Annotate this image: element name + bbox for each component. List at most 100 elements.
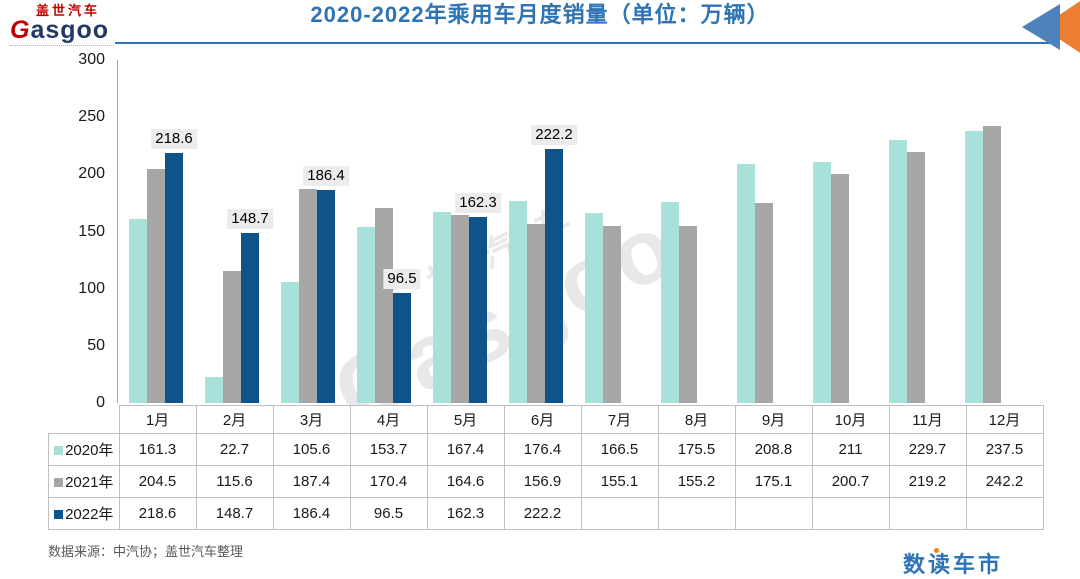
cell-2020年-7月: 166.5 [580, 433, 659, 466]
bar-2021年-8月 [679, 226, 697, 403]
month-header-2月: 2月 [195, 405, 274, 434]
bar-2021年-1月 [147, 169, 165, 403]
bar-chart-plot-area: 300 250 200 150 100 50 0 218.6 148.7 186.4 96.5 162… [78, 51, 1030, 411]
cell-2021年-4月: 170.4 [349, 465, 428, 498]
cell-2022年-9月 [734, 497, 813, 530]
table-row-2021年: 2021年 204.5 115.6 187.4 170.4 164.6 156.9 155.1… [48, 465, 1044, 498]
cell-2022年-10月 [811, 497, 890, 530]
cell-2020年-12月: 237.5 [965, 433, 1044, 466]
table-row-2020年: 2020年 161.3 22.7 105.6 153.7 167.4 176.4 166.5 1… [48, 433, 1044, 466]
y-axis-tick-label: 0 [96, 394, 105, 411]
bar-2020年-12月 [965, 131, 983, 403]
data-label-4月: 96.5 [383, 269, 421, 289]
bar-2021年-11月 [907, 152, 925, 403]
cell-2022年-7月 [580, 497, 659, 530]
cell-2022年-5月: 162.3 [426, 497, 505, 530]
bar-2022年-3月 [317, 190, 335, 403]
bar-2021年-7月 [603, 226, 621, 403]
cell-2020年-4月: 153.7 [349, 433, 428, 466]
month-header-11月: 11月 [888, 405, 967, 434]
cell-2022年-12月 [965, 497, 1044, 530]
cell-2021年-11月: 219.2 [888, 465, 967, 498]
bar-2021年-6月 [527, 224, 545, 403]
cell-2020年-1月: 161.3 [118, 433, 197, 466]
bar-2022年-4月 [393, 293, 411, 403]
month-header-3月: 3月 [272, 405, 351, 434]
bar-2020年-9月 [737, 164, 755, 403]
bar-2020年-11月 [889, 140, 907, 403]
bar-group-7月 [574, 60, 650, 403]
bar-2021年-5月 [451, 215, 469, 403]
bar-group-3月: 186.4 [270, 60, 349, 403]
month-header-4月: 4月 [349, 405, 428, 434]
legend-swatch-2020年 [54, 446, 64, 455]
chart-data-table: 1月 2月 3月 4月 5月 6月 7月 8月 9月 10月 11月 12月 2020年 161.3 22.… [48, 405, 1044, 530]
brand-logo-orange-dot [934, 548, 939, 553]
cell-2021年-10月: 200.7 [811, 465, 890, 498]
bar-group-10月 [802, 60, 878, 403]
cell-2021年-5月: 164.6 [426, 465, 505, 498]
month-header-7月: 7月 [580, 405, 659, 434]
legend-2020年: 2020年 [48, 433, 120, 466]
cell-2022年-2月: 148.7 [195, 497, 274, 530]
bar-2020年-10月 [813, 162, 831, 403]
gasgoo-logo: 盖世汽车 Gasgoo [10, 4, 130, 47]
corner-arrow-icon[interactable] [1022, 0, 1080, 54]
bar-group-5月: 162.3 [422, 60, 501, 403]
bar-group-12月 [954, 60, 1030, 403]
cell-2020年-5月: 167.4 [426, 433, 505, 466]
cell-2022年-11月 [888, 497, 967, 530]
bar-group-2月: 148.7 [194, 60, 273, 403]
cell-2021年-2月: 115.6 [195, 465, 274, 498]
cell-2021年-9月: 175.1 [734, 465, 813, 498]
bar-2020年-2月 [205, 377, 223, 403]
bar-group-4月: 96.5 [346, 60, 422, 403]
brand-logo-text: 数读车市 [903, 552, 1004, 577]
cell-2020年-8月: 175.5 [657, 433, 736, 466]
data-label-3月: 186.4 [303, 166, 349, 186]
gasgoo-logo-tagline-divider [10, 45, 114, 47]
cell-2020年-10月: 211 [811, 433, 890, 466]
month-header-9月: 9月 [734, 405, 813, 434]
bar-2021年-12月 [983, 126, 1001, 403]
cell-2020年-6月: 176.4 [503, 433, 582, 466]
bar-2022年-5月 [469, 217, 487, 403]
bar-2022年-2月 [241, 233, 259, 403]
y-axis-tick-label: 100 [78, 279, 105, 297]
cell-2021年-12月: 242.2 [965, 465, 1044, 498]
month-header-8月: 8月 [657, 405, 736, 434]
month-header-5月: 5月 [426, 405, 505, 434]
bar-2021年-4月 [375, 208, 393, 403]
cell-2020年-2月: 22.7 [195, 433, 274, 466]
bar-2020年-4月 [357, 227, 375, 403]
cell-2021年-1月: 204.5 [118, 465, 197, 498]
cell-2021年-8月: 155.2 [657, 465, 736, 498]
legend-2022年: 2022年 [48, 497, 120, 530]
y-axis-tick-label: 200 [78, 165, 105, 183]
month-header-1月: 1月 [118, 405, 197, 434]
bar-2020年-1月 [129, 219, 147, 403]
data-label-1月: 218.6 [151, 129, 197, 149]
y-axis-tick-label: 50 [87, 336, 105, 354]
bar-2020年-5月 [433, 212, 451, 403]
data-label-2月: 148.7 [227, 209, 273, 229]
bar-group-8月 [650, 60, 726, 403]
y-axis-tick-label: 250 [78, 108, 105, 126]
month-header-10月: 10月 [811, 405, 890, 434]
bar-group-6月: 222.2 [498, 60, 577, 403]
bar-group-11月 [878, 60, 954, 403]
data-label-5月: 162.3 [455, 193, 501, 213]
table-corner-blank [49, 406, 120, 434]
cell-2021年-3月: 187.4 [272, 465, 351, 498]
cell-2022年-6月: 222.2 [503, 497, 582, 530]
month-header-12月: 12月 [965, 405, 1044, 434]
bar-2021年-3月 [299, 189, 317, 403]
data-label-6月: 222.2 [531, 125, 577, 145]
gasgoo-logo-cn: 盖世汽车 [36, 3, 101, 18]
cell-2020年-9月: 208.8 [734, 433, 813, 466]
bar-2022年-1月 [165, 153, 183, 403]
table-row-2022年: 2022年 218.6 148.7 186.4 96.5 162.3 222.2 [48, 497, 1044, 530]
chart-title: 2020-2022年乘用车月度销量（单位：万辆） [310, 2, 770, 27]
y-axis-tick-label: 300 [78, 51, 105, 68]
bar-2021年-2月 [223, 271, 241, 403]
